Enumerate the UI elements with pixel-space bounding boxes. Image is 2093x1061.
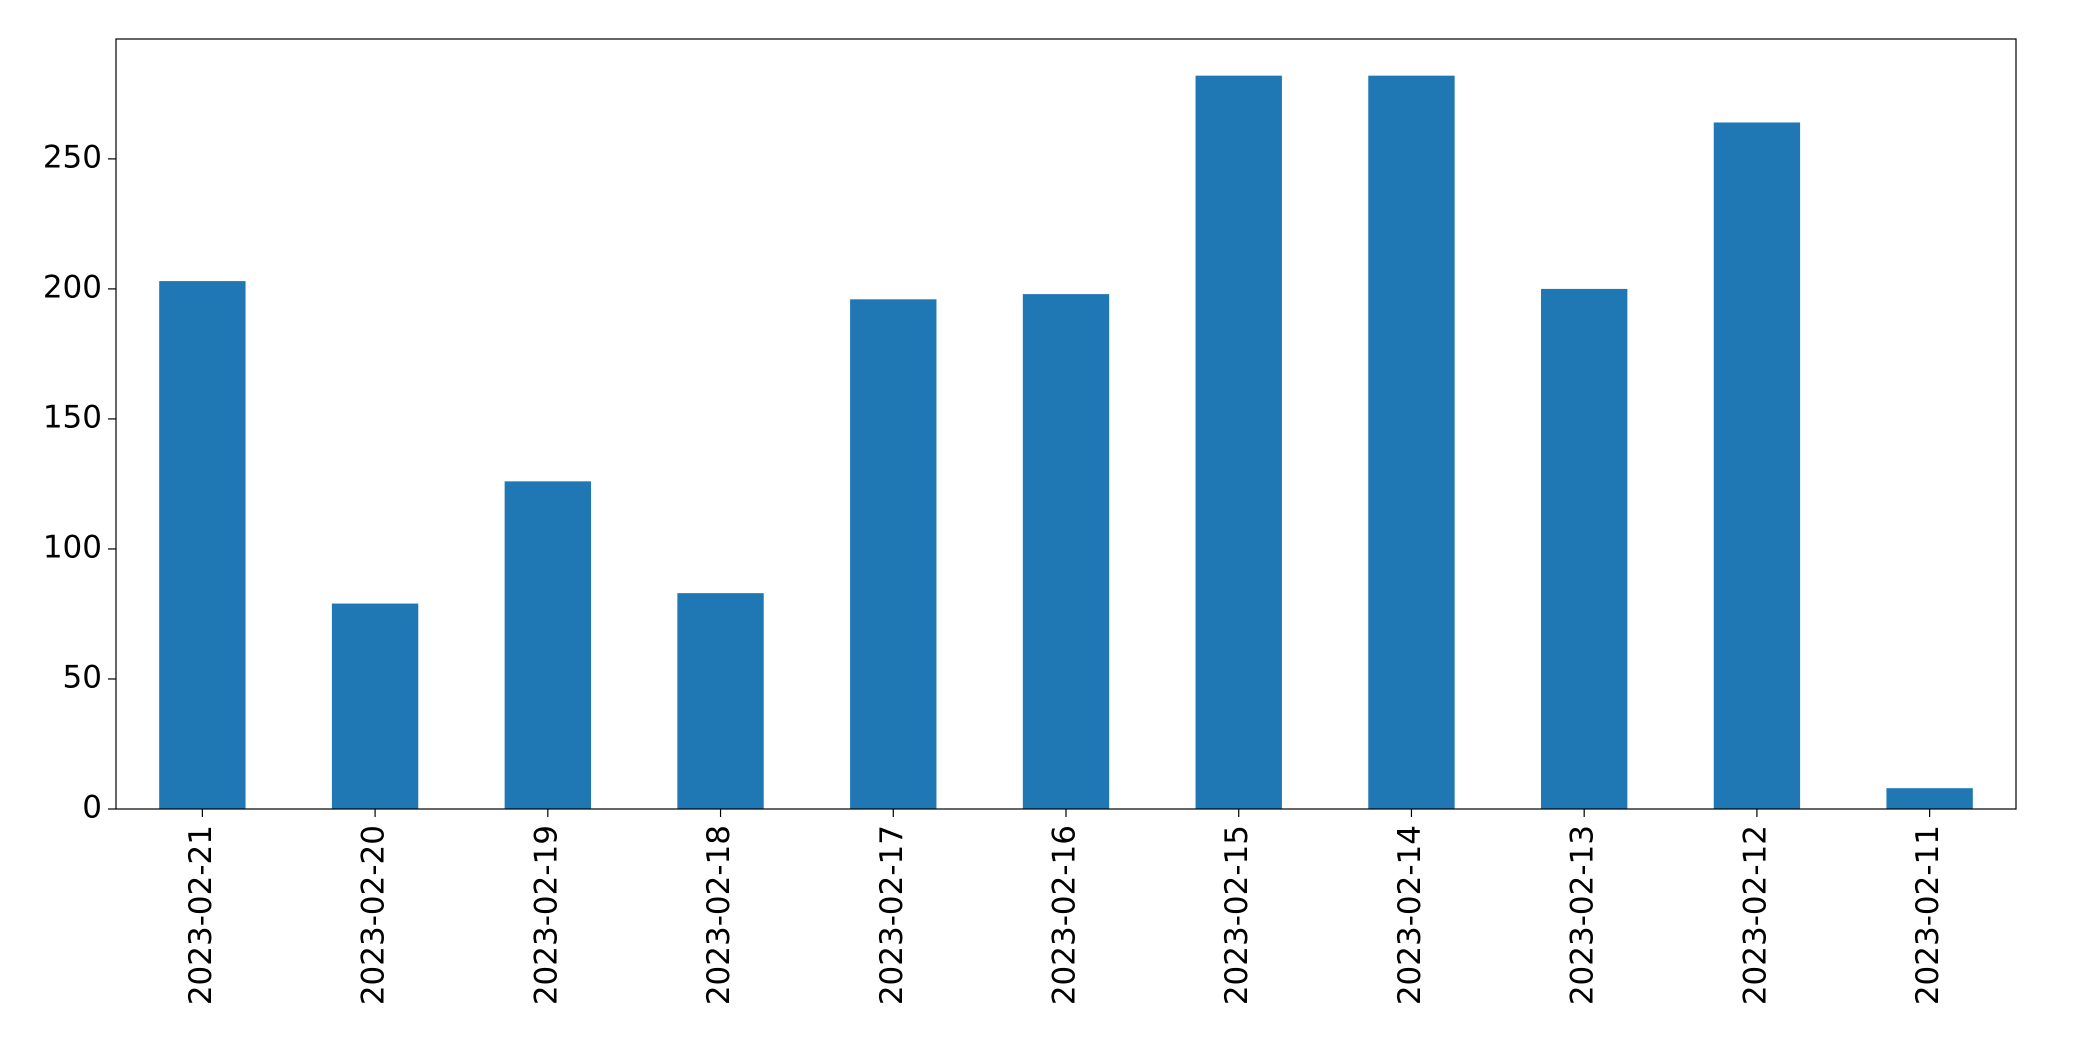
x-tick-label: 2023-02-19 — [528, 825, 564, 1005]
x-tick-label: 2023-02-11 — [1910, 825, 1946, 1005]
x-tick-label: 2023-02-20 — [356, 825, 392, 1005]
y-tick-label: 100 — [43, 529, 102, 565]
x-tick-label: 2023-02-17 — [874, 825, 910, 1005]
plot-frame — [115, 38, 2017, 810]
bar — [1713, 122, 1801, 810]
y-tick-label: 50 — [63, 659, 102, 695]
x-tick-label: 2023-02-16 — [1047, 825, 1083, 1005]
bar — [1022, 294, 1110, 809]
bar — [677, 593, 764, 809]
x-tick-label: 2023-02-21 — [183, 825, 219, 1005]
bar — [1541, 288, 1628, 810]
bar — [504, 481, 591, 809]
bar — [1886, 788, 1973, 809]
bar — [1368, 75, 1455, 809]
x-tick-label: 2023-02-12 — [1737, 825, 1773, 1005]
x-tick-label: 2023-02-18 — [701, 825, 737, 1005]
bar — [159, 281, 246, 809]
x-tick-label: 2023-02-13 — [1565, 825, 1601, 1005]
y-tick-label: 0 — [82, 790, 102, 826]
y-tick-label: 150 — [43, 399, 102, 435]
bar — [331, 603, 419, 809]
x-tick-label: 2023-02-15 — [1219, 825, 1255, 1005]
y-tick-label: 250 — [43, 139, 102, 175]
x-tick-label: 2023-02-14 — [1392, 825, 1428, 1005]
bar — [1195, 75, 1282, 809]
bar — [850, 299, 937, 809]
y-tick-label: 200 — [43, 269, 102, 305]
